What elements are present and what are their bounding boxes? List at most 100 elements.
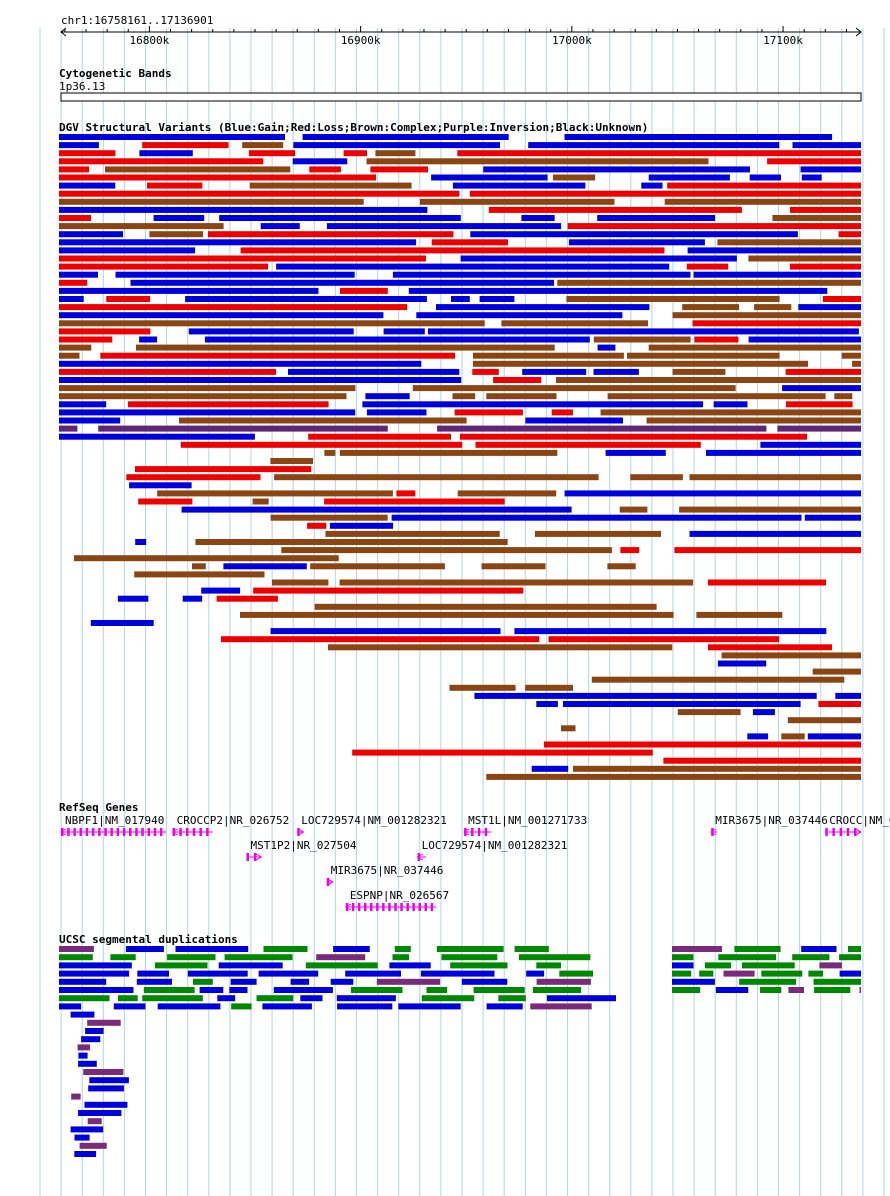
variant-bar (308, 433, 451, 440)
variant-bar (370, 166, 428, 173)
segdup-bar (839, 970, 861, 977)
segdup-bar (672, 954, 694, 961)
gene-exon (98, 828, 101, 836)
dgv-variants (59, 134, 861, 780)
variant-bar (607, 393, 826, 400)
variant-bar (706, 449, 861, 456)
variant-bar (760, 441, 861, 448)
variant-bar (59, 142, 99, 149)
variant-bar (240, 611, 674, 618)
variant-bar (452, 393, 476, 400)
variant-bar (552, 174, 596, 181)
variant-bar (781, 733, 805, 740)
segdup-bar (421, 995, 475, 1002)
segdup-bar (77, 1044, 91, 1051)
variant-bar (139, 150, 193, 157)
segdup-bar (305, 962, 378, 969)
variant-bar (767, 158, 861, 165)
variant-bar (327, 644, 673, 651)
ruler-tick-label: 17000k (552, 34, 592, 47)
cytoband-box (60, 92, 862, 102)
segdup-bar (142, 995, 203, 1002)
segdup-bar (514, 946, 549, 952)
segdup-bar (350, 987, 403, 993)
ruler-tick-label: 17100k (763, 34, 803, 47)
variant-bar (451, 296, 470, 302)
gene-label: CROCC|NM_01 (829, 814, 890, 827)
variant-bar (548, 636, 780, 643)
variant-bar (488, 206, 742, 213)
variant-bar (543, 741, 861, 748)
segdup-bar (394, 946, 411, 952)
variant-bar (270, 458, 313, 464)
variant-bar (437, 425, 767, 432)
segdup-bar (723, 970, 755, 977)
variant-bar (59, 134, 285, 140)
segdup-bar (71, 1093, 81, 1100)
variant-bar (597, 344, 616, 351)
variant-bar (557, 279, 861, 286)
gene-exon (246, 853, 249, 861)
segdup-bar (316, 954, 366, 961)
gene-exon (357, 903, 361, 911)
variant-bar (564, 134, 833, 140)
segdup-bar (819, 962, 842, 969)
gene-exon (351, 903, 355, 911)
variant-bar (566, 296, 780, 302)
variant-bar (59, 328, 151, 335)
segdup-bar (672, 987, 701, 993)
gene-strand-arrow (416, 853, 423, 861)
segdup-bar (87, 1019, 121, 1026)
variant-bar (153, 215, 205, 221)
variant-bar (59, 393, 347, 400)
variant-bar (59, 158, 264, 165)
variant-bar (309, 166, 341, 173)
variant-bar (431, 174, 548, 181)
variant-bar (605, 449, 666, 456)
segdup-bar (59, 995, 110, 1002)
segdup-bar (59, 946, 94, 952)
variant-bar (59, 433, 255, 440)
variant-bar (270, 628, 501, 635)
gene-strand-arrow (298, 828, 305, 836)
segdup-bar (136, 978, 172, 985)
variant-bar (127, 401, 329, 408)
variant-bar (436, 304, 650, 311)
ruler-tick-label: 16900k (341, 34, 381, 47)
variant-bar (782, 385, 861, 392)
gene-exon (711, 828, 714, 836)
segdup-bar (536, 978, 591, 985)
variant-bar (551, 409, 573, 416)
variant-bar (692, 320, 861, 327)
gene-exon (471, 828, 474, 836)
segdup-bar (262, 1003, 312, 1010)
variant-bar (90, 620, 154, 626)
variant-bar (366, 409, 427, 416)
variant-bar (748, 255, 861, 262)
variant-bar (242, 142, 284, 149)
variant-bar (556, 377, 861, 383)
variant-bar (288, 368, 460, 375)
variant-bar (563, 701, 801, 707)
variant-bar (100, 352, 456, 359)
variant-bar (136, 344, 555, 351)
gene-label: MST1L|NM_001271733 (468, 814, 587, 827)
variant-bar (105, 166, 291, 173)
variant-bar (59, 296, 84, 302)
segdup-bar (59, 1003, 82, 1010)
variant-bar (185, 296, 427, 302)
segdup-bar (813, 978, 861, 985)
gene-exon (388, 903, 391, 911)
variant-bar (375, 150, 416, 157)
variant-bar (59, 425, 78, 432)
variant-bar (514, 628, 827, 635)
gene-exon (129, 828, 132, 836)
segdup-bar (333, 946, 370, 952)
variant-bar (674, 547, 861, 554)
segdup-bar (193, 978, 213, 985)
variant-bar (396, 490, 416, 497)
variant-bar (481, 563, 546, 570)
segdup-bar (154, 962, 208, 969)
variant-bar (248, 150, 296, 157)
variant-bar (777, 425, 861, 432)
